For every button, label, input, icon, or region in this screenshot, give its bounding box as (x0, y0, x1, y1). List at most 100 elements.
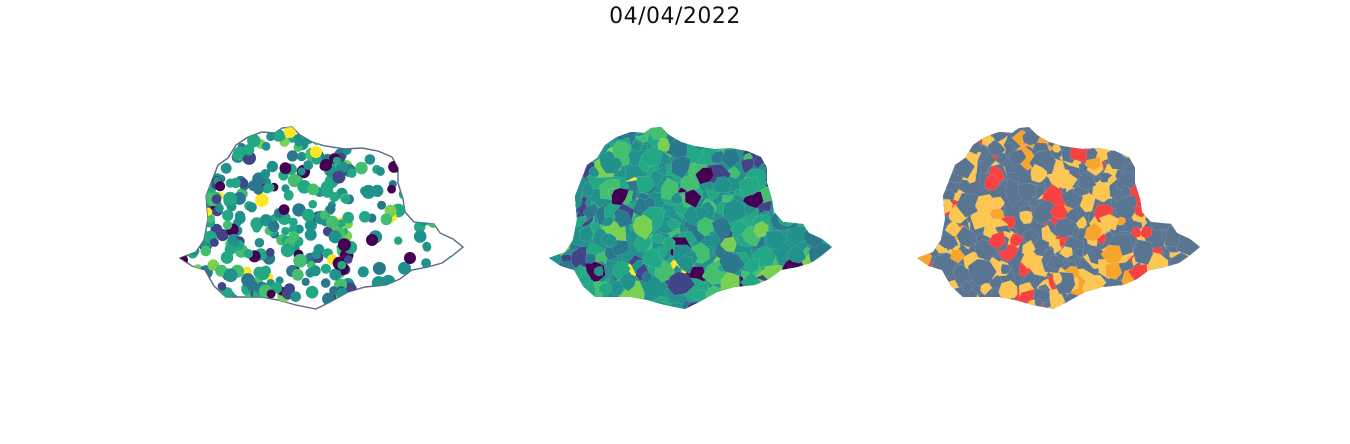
municipality (644, 197, 656, 208)
municipality (1172, 199, 1194, 226)
municipality (739, 285, 751, 297)
municipality (822, 301, 832, 309)
station-point (380, 213, 393, 226)
station-point (192, 286, 206, 300)
station-point (253, 184, 264, 195)
municipality (561, 283, 578, 298)
municipality (1181, 157, 1200, 181)
station-point (255, 266, 270, 281)
station-point (329, 286, 339, 295)
municipality (754, 133, 772, 153)
municipality (727, 164, 741, 179)
municipality (665, 302, 684, 309)
municipality (598, 282, 612, 296)
municipality (1176, 177, 1191, 191)
municipality (1093, 129, 1105, 143)
station-point (196, 171, 209, 184)
station-point (210, 238, 219, 247)
municipality (549, 211, 558, 226)
station-point (293, 253, 308, 268)
municipality (929, 127, 956, 143)
station-point (418, 213, 431, 226)
municipality (917, 158, 925, 171)
municipality (1130, 298, 1157, 309)
municipality (822, 306, 832, 309)
municipality (820, 280, 832, 303)
station-point (211, 194, 222, 204)
municipality (957, 127, 978, 142)
station-point (254, 193, 269, 207)
municipality (1028, 196, 1039, 208)
municipality (1165, 159, 1186, 181)
municipality (818, 180, 832, 201)
station-point (303, 160, 314, 171)
station-point (281, 226, 290, 236)
municipality (817, 127, 828, 136)
station-point (359, 211, 371, 223)
municipality (549, 203, 566, 220)
municipality (619, 272, 637, 292)
municipality (751, 135, 776, 153)
municipality (559, 228, 572, 243)
municipality (799, 205, 822, 226)
municipality (917, 218, 932, 247)
municipality (925, 184, 945, 201)
station-point (242, 144, 255, 156)
station-point (195, 193, 205, 202)
municipality (1049, 204, 1069, 219)
station-point (233, 147, 246, 159)
municipality (1174, 204, 1200, 232)
municipality (1007, 149, 1027, 167)
municipality (1175, 158, 1200, 183)
municipality (940, 292, 958, 309)
municipality (811, 264, 832, 286)
municipality (934, 293, 947, 305)
municipality (549, 127, 554, 138)
station-point (413, 177, 426, 190)
municipality (549, 263, 562, 292)
municipality (1095, 297, 1122, 309)
municipality (1160, 144, 1188, 172)
municipality (600, 233, 617, 247)
municipality (761, 289, 786, 309)
municipality (566, 163, 584, 179)
municipality (675, 255, 694, 275)
municipality (956, 225, 978, 248)
municipality (549, 137, 563, 163)
municipality (917, 163, 926, 178)
station-point (304, 228, 317, 241)
municipality (940, 302, 959, 309)
municipality (822, 140, 832, 153)
station-point (197, 158, 210, 171)
station-point (366, 234, 378, 246)
municipality (941, 153, 952, 167)
municipality (549, 210, 558, 227)
municipality (769, 163, 783, 176)
station-point (222, 209, 234, 221)
municipality (1050, 127, 1065, 139)
municipality (1179, 127, 1194, 146)
municipality (708, 127, 721, 137)
station-point (375, 166, 385, 176)
station-point (294, 137, 304, 147)
municipality (562, 161, 576, 176)
station-point (387, 184, 396, 194)
municipality (632, 214, 653, 240)
municipality (762, 288, 772, 300)
municipality (785, 156, 803, 177)
municipality (1157, 170, 1180, 191)
station-point (336, 219, 346, 228)
municipality (1149, 138, 1163, 155)
municipality (611, 141, 632, 159)
municipality (1177, 265, 1197, 287)
station-point (320, 180, 334, 194)
municipality (1140, 139, 1163, 163)
municipality (1149, 127, 1176, 146)
municipality (974, 194, 999, 216)
municipality (917, 307, 926, 309)
municipality (747, 302, 770, 309)
municipality (636, 175, 655, 193)
municipality (810, 278, 823, 291)
station-point (191, 170, 202, 181)
municipality (657, 137, 671, 152)
